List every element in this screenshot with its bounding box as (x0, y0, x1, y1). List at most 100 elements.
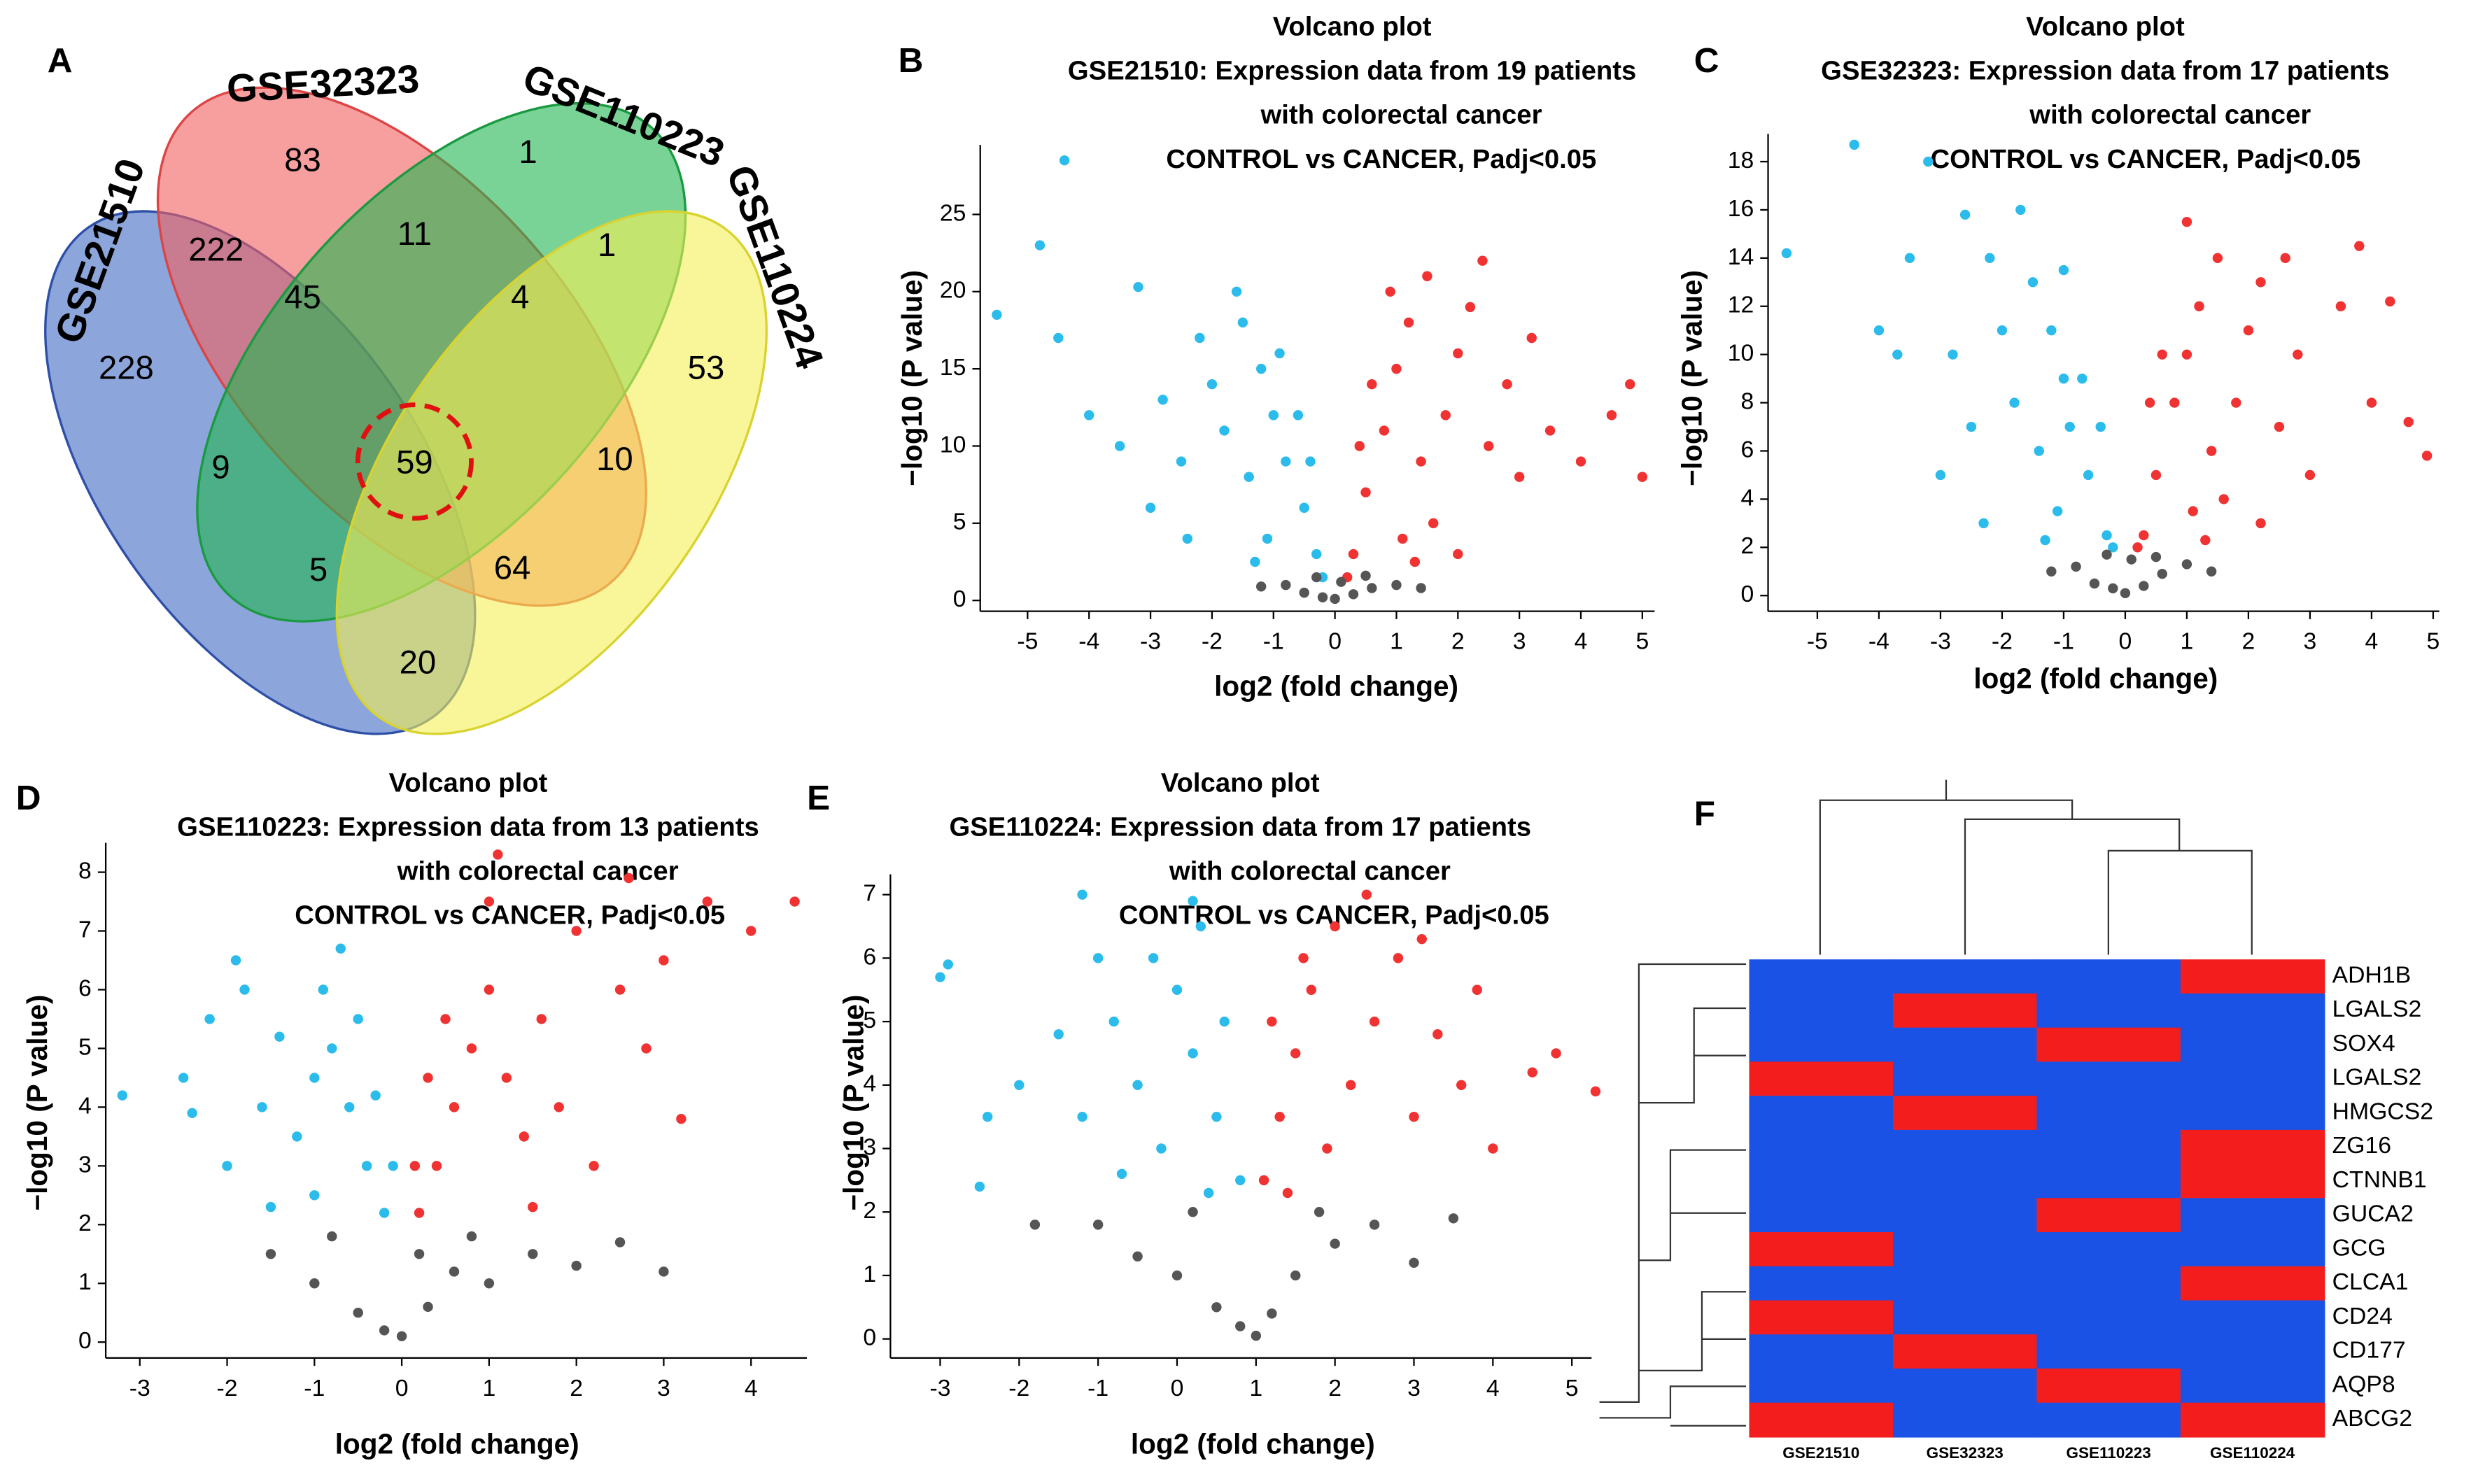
row-label: LGALS2 (2332, 1064, 2422, 1091)
y-tick-label: 3 (78, 1151, 92, 1178)
heatmap-cell (2180, 1232, 2325, 1267)
point (309, 1278, 320, 1289)
point (1369, 1016, 1380, 1027)
heatmap-cell (1749, 1129, 1894, 1165)
point (493, 849, 503, 860)
point (1282, 1187, 1293, 1199)
point (1219, 1016, 1230, 1027)
point (1322, 1143, 1332, 1154)
point (414, 1249, 425, 1259)
y-tick-label: 10 (940, 431, 966, 458)
point (1092, 953, 1104, 963)
heatmap-cell (2036, 959, 2182, 995)
heatmap-cell (2036, 1164, 2182, 1199)
heatmap-cell (2036, 1129, 2182, 1165)
point (974, 1181, 985, 1192)
heatmap-cell (2036, 1096, 2182, 1131)
point (1985, 253, 1995, 264)
point (309, 1190, 320, 1201)
point (1148, 953, 1159, 963)
point (1014, 1080, 1025, 1091)
row-label: CLCA1 (2332, 1269, 2409, 1295)
point (536, 1014, 547, 1024)
point (2052, 506, 2063, 516)
point (1059, 155, 1070, 166)
heatmap-cell (1892, 1061, 2038, 1097)
x-tick-label: -3 (129, 1375, 150, 1401)
point (318, 984, 329, 995)
x-tick-label: 5 (1635, 628, 1649, 655)
row-label: CD177 (2332, 1337, 2406, 1364)
heatmap-cell (2036, 1402, 2182, 1438)
heatmap-cell (2180, 1266, 2325, 1301)
y-tick-label: 6 (78, 975, 92, 1001)
heatmap-cell (1892, 1334, 2038, 1370)
point (230, 955, 241, 966)
region-count: 45 (284, 278, 321, 316)
heatmap-cell (2180, 1198, 2325, 1234)
heatmap-cell (1892, 1027, 2038, 1063)
y-tick-label: 15 (940, 354, 966, 381)
point (1551, 1048, 1561, 1059)
heatmap-cell (1749, 993, 1894, 1029)
x-tick-label: 3 (2304, 628, 2317, 655)
row-label: ABCG2 (2332, 1405, 2412, 1432)
y-tick-label: 18 (1728, 147, 1754, 174)
heatmap-cell (2036, 1334, 2182, 1370)
point (1133, 281, 1143, 292)
point (2206, 446, 2217, 456)
point (265, 1249, 276, 1259)
point (1077, 1111, 1087, 1122)
point (1398, 533, 1408, 544)
point (1403, 317, 1414, 328)
x-tick-label: -4 (1078, 628, 1099, 655)
point (2194, 301, 2204, 311)
point (2058, 264, 2069, 276)
point (2366, 397, 2377, 408)
row-label: GCG (2332, 1234, 2386, 1261)
panel-letter: E (807, 779, 830, 817)
point (1456, 1080, 1467, 1091)
point (614, 1237, 626, 1248)
point (1409, 556, 1421, 567)
point (528, 1249, 538, 1259)
point (1360, 487, 1371, 497)
heatmap-cell (1892, 1198, 2038, 1234)
point (624, 872, 634, 884)
x-tick-label: 4 (1575, 628, 1588, 655)
point (2040, 535, 2050, 546)
point (1465, 302, 1476, 313)
point (379, 1208, 390, 1218)
point (1235, 1175, 1246, 1186)
heatmap-cell (1892, 1232, 2038, 1267)
point (1237, 317, 1248, 328)
point (1171, 984, 1183, 995)
point (1448, 1213, 1459, 1224)
region-count: 20 (400, 644, 437, 681)
point (676, 1113, 687, 1124)
point (1251, 1330, 1262, 1341)
point (409, 1161, 421, 1171)
point (1206, 379, 1218, 390)
heatmap-cell (2180, 1300, 2325, 1336)
point (353, 1014, 363, 1024)
point (1361, 889, 1372, 900)
point (2132, 542, 2143, 553)
point (1314, 1207, 1325, 1217)
column-label: GSE110224 (2210, 1444, 2295, 1462)
point (1440, 410, 1451, 421)
point (1590, 1086, 1601, 1097)
point (1416, 456, 1426, 467)
point (1432, 1029, 1443, 1040)
point (1281, 456, 1291, 467)
y-tick-label: 4 (863, 1070, 876, 1097)
point (1923, 156, 1934, 167)
column-dendrogram (1819, 779, 2253, 955)
y-tick-label: 4 (1740, 484, 1754, 511)
point (309, 1073, 320, 1083)
y-tick-label: 7 (863, 880, 876, 907)
heatmap-cell (1749, 1266, 1894, 1301)
x-tick-label: 0 (395, 1375, 409, 1401)
point (1034, 240, 1046, 250)
